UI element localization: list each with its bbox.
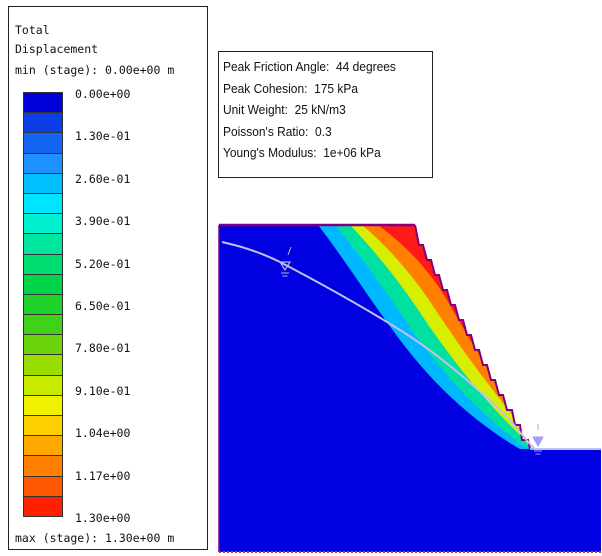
legend-tick-label: 1.04e+00 [75, 426, 131, 441]
slope-face-boundary [414, 224, 531, 450]
poissons-ratio: Poisson's Ratio: 0.3 [223, 123, 332, 139]
legend-max-text: max (stage): 1.30e+00 m [15, 531, 175, 545]
unit-weight: Unit Weight: 25 kN/m3 [223, 102, 346, 117]
material-properties-box: Peak Friction Angle: 44 degrees Peak Coh… [218, 51, 433, 178]
legend-colorbar [23, 92, 63, 517]
displacement-legend: Total Displacement min (stage): 0.00e+00… [8, 6, 208, 550]
water-table-marker-right [532, 424, 544, 455]
yellow-displacement-band [350, 225, 530, 449]
peak-cohesion: Peak Cohesion: 175 kPa [223, 80, 358, 96]
peak-friction-angle: Peak Friction Angle: 44 degrees [223, 59, 396, 74]
soil-domain [219, 225, 601, 552]
legend-tick-label: 1.30e+00 [75, 511, 131, 525]
legend-min-text: min (stage): 0.00e+00 m [15, 63, 175, 77]
legend-title-line2: Displacement [15, 42, 99, 56]
legend-tick-label: 7.80e-01 [75, 341, 131, 356]
legend-tick-label: 1.17e+00 [75, 468, 131, 483]
legend-title-line1: Total [15, 23, 50, 37]
excavated-region [415, 225, 601, 449]
legend-tick-label: 2.60e-01 [75, 171, 131, 186]
water-table-line [221, 241, 601, 450]
legend-tick-label: 9.10e-01 [75, 383, 131, 398]
legend-swatch [23, 495, 63, 517]
water-table-marker-left [278, 246, 292, 277]
youngs-modulus: Young's Modulus: 1e+06 kPa [223, 145, 381, 160]
legend-tick-label: 5.20e-01 [75, 256, 131, 271]
legend-tick-label: 0.00e+00 [75, 87, 131, 101]
legend-tick-label: 1.30e-01 [75, 129, 131, 144]
legend-tick-label: 3.90e-01 [75, 214, 131, 229]
legend-tick-label: 6.50e-01 [75, 299, 131, 313]
